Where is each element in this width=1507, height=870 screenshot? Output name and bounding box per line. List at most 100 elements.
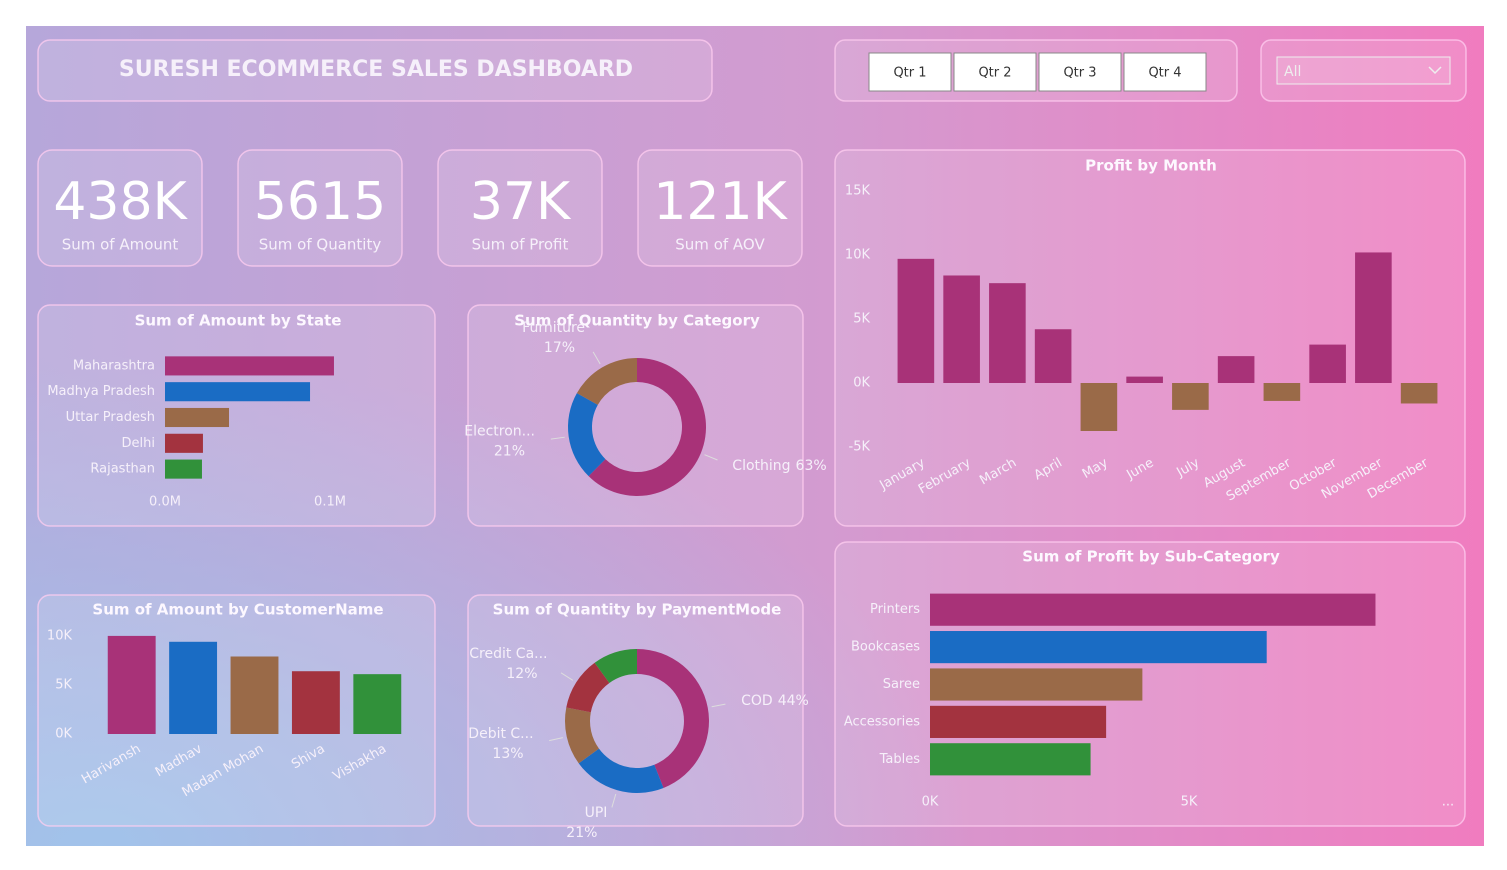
chart-panel [467,594,804,827]
slice-value-label: 17% [544,340,575,356]
quarter-button[interactable]: Qtr 3 [1038,52,1122,92]
quarter-button-box[interactable] [953,52,1037,92]
slice-label: UPI [585,805,608,821]
quarter-button-label[interactable]: Qtr 3 [1063,66,1096,81]
slice-value-label: 21% [494,443,525,459]
dropdown[interactable]: All [1276,56,1451,85]
chart-title: Sum of Quantity by PaymentMode [493,601,782,619]
y-tick-label: Uttar Pradesh [66,410,155,425]
bar [1217,356,1255,383]
dashboard-title: SURESH ECOMMERCE SALES DASHBOARD [119,57,633,82]
kpi-label: Sum of AOV [675,236,765,254]
chart-title: Sum of Quantity by Category [514,312,760,330]
slice-label: Electron... [464,423,535,439]
y-tick-label: Accessories [844,714,920,729]
bar [1126,376,1163,383]
chart-panel [834,541,1466,827]
y-tick-label: Printers [870,602,920,617]
donut-slice [588,358,706,496]
bar [1263,383,1301,401]
kpi-card [37,149,203,267]
quarter-button[interactable]: Qtr 1 [868,52,952,92]
kpi-label: Sum of Quantity [259,236,382,254]
leader-line [549,737,563,742]
kpi-card [237,149,403,267]
dropdown-box[interactable] [1276,56,1451,85]
quarter-button[interactable]: Qtr 2 [953,52,1037,92]
y-tick-label: 0K [853,376,870,391]
bar [930,631,1267,664]
y-tick-label: 5K [55,677,72,692]
x-tick-label: 5K [1181,795,1198,810]
bar [1355,252,1392,383]
kpi-value: 438K [53,172,188,232]
leader-line [711,703,726,708]
bar [930,743,1091,776]
bar [165,356,334,376]
bar [165,433,203,453]
x-tick-label: 0.0M [149,495,181,510]
chart-title: Profit by Month [1085,157,1217,175]
donut-slice [566,662,610,713]
bar [897,258,935,383]
leader-line [704,454,718,461]
donut-slice [567,393,606,477]
kpi-card [637,149,803,267]
bar [1172,383,1209,410]
bar [1400,383,1438,404]
slice-label: COD [741,693,773,709]
y-tick-label: 10K [845,248,871,263]
dropdown-chevron[interactable] [1428,66,1442,75]
chart-panel [834,149,1466,527]
quarter-button[interactable]: Qtr 4 [1123,52,1207,92]
quarter-button-box[interactable] [1038,52,1122,92]
slice-value-label: 63% [796,458,827,474]
bar [165,407,230,428]
leader-line [550,436,565,440]
bar [353,674,402,734]
x-tick-label: 0.1M [314,495,346,510]
donut-slice [637,649,709,788]
slice-value-label: 21% [566,825,597,841]
x-tick-label: 0K [922,795,939,810]
y-tick-label: Bookcases [851,640,920,655]
bar [1309,344,1346,383]
donut-slice [565,707,599,764]
chart-title: Sum of Profit by Sub-Category [1022,548,1280,566]
bar [291,671,340,734]
slice-label: Furniture [522,320,585,336]
chart-title: Sum of Amount by State [135,312,342,330]
y-tick-label: -5K [849,440,871,455]
quarter-button-label[interactable]: Qtr 1 [893,66,926,81]
quarter-button-label[interactable]: Qtr 4 [1148,66,1181,81]
chart-panel [37,304,436,527]
kpi-value: 5615 [254,172,386,232]
bar [930,593,1376,626]
bar [107,635,156,734]
kpi-label: Sum of Profit [472,236,569,254]
y-tick-label: Madhya Pradesh [47,384,155,399]
bar [930,668,1143,701]
bar [1080,383,1118,431]
quarter-button-box[interactable] [868,52,952,92]
donut-slice [578,748,664,794]
chart-title: Sum of Amount by CustomerName [92,601,383,619]
y-tick-label: Rajasthan [90,462,155,477]
leader-line [611,793,617,808]
leader-line [592,351,601,365]
bar [989,283,1026,383]
dropdown-value[interactable]: All [1284,64,1301,80]
y-tick-label: Tables [879,752,921,767]
slice-label: Debit C... [468,726,533,742]
leader-line [560,672,574,681]
bar [165,382,311,402]
x-tick-label: ... [1442,795,1454,810]
slice-value-label: 12% [506,666,537,682]
dropdown-panel [1260,39,1467,102]
y-tick-label: 10K [47,628,73,643]
y-tick-label: 15K [845,184,871,199]
quarter-button-label[interactable]: Qtr 2 [978,66,1011,81]
quarter-button-box[interactable] [1123,52,1207,92]
kpi-value: 37K [470,172,572,232]
bar [230,656,279,734]
